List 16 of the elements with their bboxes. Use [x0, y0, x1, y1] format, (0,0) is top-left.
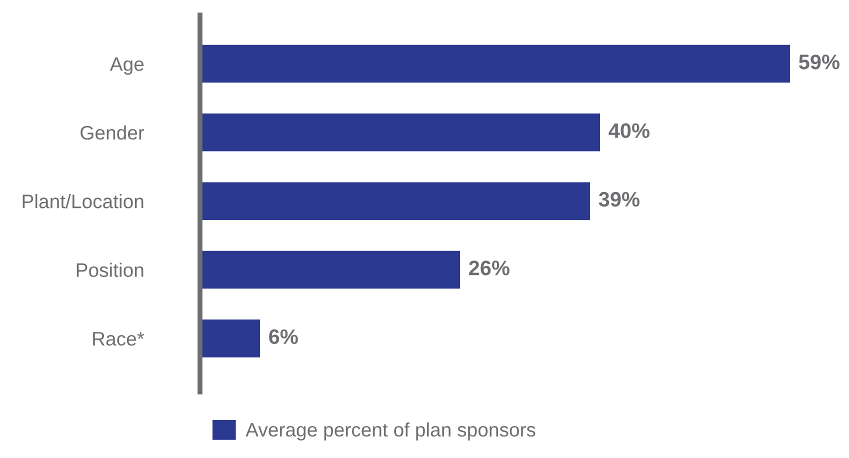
data-label: 59% — [798, 54, 840, 70]
data-label: 39% — [598, 192, 640, 207]
y-tick-label: Gender — [80, 125, 144, 140]
legend-label: Average percent of plan sponsors — [246, 422, 536, 440]
data-label: 6% — [269, 329, 298, 344]
bar — [200, 182, 590, 220]
data-label: 40% — [608, 123, 650, 138]
bar — [200, 44, 790, 83]
bar — [200, 250, 460, 289]
y-tick-label: Plant/Location — [22, 194, 144, 208]
bar — [200, 114, 600, 152]
y-tick-label: Age — [110, 57, 144, 75]
bar — [200, 320, 260, 358]
y-tick-label: Position — [76, 262, 144, 278]
data-label: 26% — [469, 260, 510, 276]
y-tick-label: Race* — [93, 332, 144, 346]
